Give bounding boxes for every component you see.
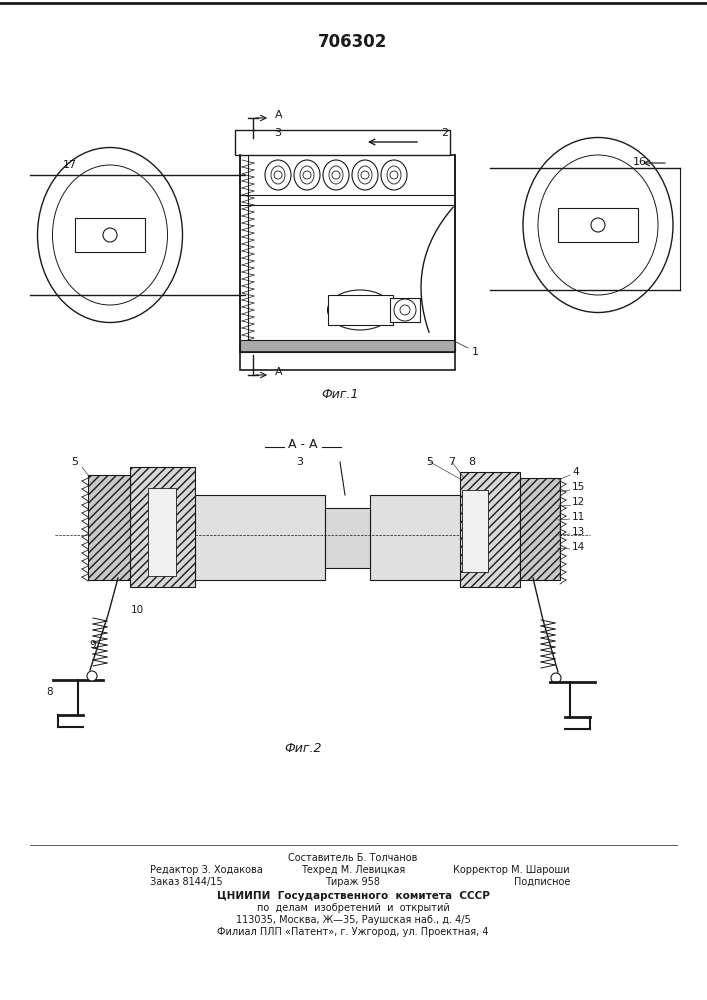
Bar [88,475,130,580]
Bar [520,478,560,580]
Bar [240,340,455,352]
Circle shape [400,305,410,315]
Bar [130,467,195,587]
Bar [462,490,488,572]
Text: 5: 5 [426,457,433,467]
Circle shape [332,171,340,179]
Text: A: A [275,367,283,377]
Bar [240,155,455,370]
Ellipse shape [327,290,392,330]
Ellipse shape [323,160,349,190]
Text: 4: 4 [572,467,578,477]
Text: 1: 1 [472,347,479,357]
Text: 706302: 706302 [318,33,387,51]
Ellipse shape [387,166,401,184]
Circle shape [551,673,561,683]
Text: 16: 16 [633,157,647,167]
Text: Тираж 958: Тираж 958 [325,877,380,887]
Bar [88,475,130,580]
Circle shape [591,218,605,232]
Bar [390,298,420,322]
Bar [370,495,465,580]
Bar [328,295,393,325]
Text: A: A [275,110,283,120]
Bar [460,472,520,587]
Text: 11: 11 [572,512,585,522]
Text: Филиал ПЛП «Патент», г. Ужгород, ул. Проектная, 4: Филиал ПЛП «Патент», г. Ужгород, ул. Про… [217,927,489,937]
Circle shape [303,171,311,179]
Text: Техред М. Левицкая: Техред М. Левицкая [301,865,405,875]
Ellipse shape [381,160,407,190]
Text: Заказ 8144/15: Заказ 8144/15 [150,877,223,887]
Text: по  делам  изобретений  и  открытий: по делам изобретений и открытий [257,903,450,913]
Bar [235,130,450,155]
Ellipse shape [329,166,343,184]
Circle shape [103,228,117,242]
Bar [75,218,145,252]
Ellipse shape [352,160,378,190]
Text: 8: 8 [47,687,53,697]
Text: 17: 17 [63,160,77,170]
Text: Составитель Б. Толчанов: Составитель Б. Толчанов [288,853,418,863]
Text: Подписное: Подписное [513,877,570,887]
Text: 3: 3 [296,457,303,467]
Circle shape [394,299,416,321]
Circle shape [346,296,374,324]
Bar [195,495,325,580]
Circle shape [390,171,398,179]
Bar [520,478,560,580]
Bar [558,208,638,242]
Text: 8: 8 [469,457,476,467]
Bar [130,467,195,587]
Bar [460,472,520,587]
Text: 3: 3 [274,128,281,138]
Ellipse shape [294,160,320,190]
Bar [325,508,370,568]
Text: 9: 9 [90,640,96,650]
Text: 14: 14 [572,542,585,552]
Text: Редактор З. Ходакова: Редактор З. Ходакова [150,865,263,875]
Ellipse shape [358,166,372,184]
Text: 15: 15 [572,482,585,492]
Text: 7: 7 [448,457,455,467]
Text: 113035, Москва, Ж—35, Раушская наб., д. 4/5: 113035, Москва, Ж—35, Раушская наб., д. … [235,915,470,925]
Circle shape [361,171,369,179]
Text: ЦНИИПИ  Государственного  комитета  СССР: ЦНИИПИ Государственного комитета СССР [216,891,489,901]
Text: 2: 2 [441,128,448,138]
Ellipse shape [271,166,285,184]
Circle shape [87,671,97,681]
Ellipse shape [265,160,291,190]
Bar [148,488,176,576]
Text: 5: 5 [71,457,78,467]
Text: А - А: А - А [288,438,317,452]
Ellipse shape [300,166,314,184]
Text: Фиг.1: Фиг.1 [321,388,358,401]
Text: 13: 13 [572,527,585,537]
Text: Корректор М. Шароши: Корректор М. Шароши [453,865,570,875]
Text: 12: 12 [572,497,585,507]
Circle shape [274,171,282,179]
Text: Фиг.2: Фиг.2 [284,742,322,754]
Text: 10: 10 [130,605,144,615]
